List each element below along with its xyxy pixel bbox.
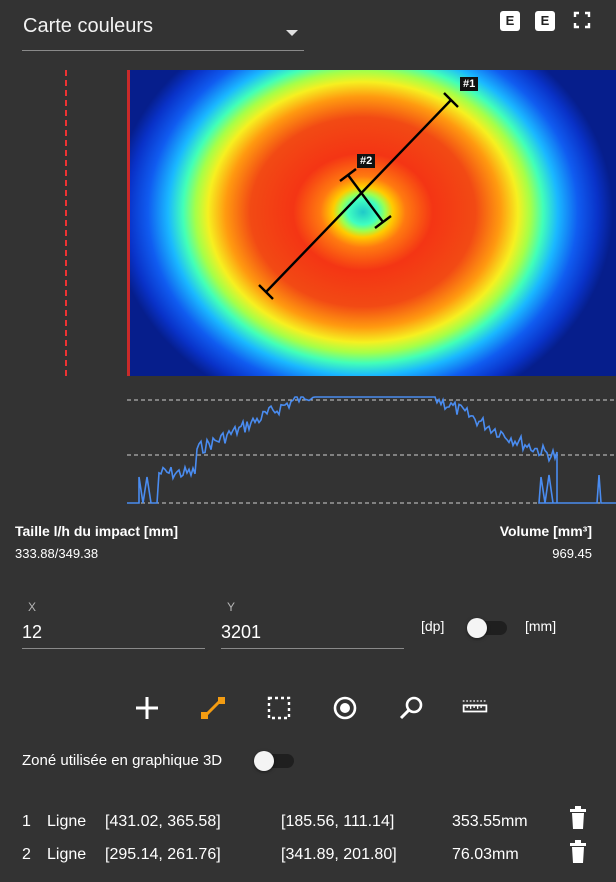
trash-icon[interactable]	[569, 806, 587, 830]
add-icon[interactable]	[133, 694, 161, 722]
measurement-line-1[interactable]	[265, 99, 452, 293]
measurement-row-2-length: 76.03mm	[452, 846, 519, 863]
measurement-row-1-type: Ligne	[47, 813, 87, 830]
y-field-label: Y	[227, 600, 236, 614]
impact-size-label: Taille l/h du impact [mm]	[15, 523, 179, 539]
unit-toggle-knob	[467, 618, 487, 638]
export-button-2[interactable]: E	[535, 11, 555, 31]
x-field-value[interactable]: 12	[22, 622, 43, 642]
measurement-row-2-start: [295.14, 261.76]	[105, 846, 221, 863]
measurement-line-2[interactable]	[347, 174, 384, 223]
measurement-row-1-end: [185.56, 111.14]	[281, 813, 395, 830]
measurement-row-1-index: 1	[22, 813, 31, 830]
view-mode-select[interactable]: Carte couleurs	[22, 10, 304, 51]
measurement-row-1-start: [431.02, 365.58]	[105, 813, 221, 830]
zone-3d-toggle-knob	[254, 751, 274, 771]
fullscreen-icon[interactable]	[572, 10, 592, 30]
unit-toggle[interactable]	[467, 618, 507, 638]
measurement-overlay[interactable]	[127, 70, 616, 376]
marker-label-1: #1	[460, 77, 479, 91]
measurement-row-2-index: 2	[22, 846, 31, 863]
zone-3d-label: Zoné utilisée en graphique 3D	[22, 752, 223, 769]
chevron-down-icon	[286, 30, 298, 36]
y-field-value[interactable]: 3201	[221, 622, 262, 642]
volume-label: Volume [mm³]	[499, 523, 592, 539]
rectangle-select-icon[interactable]	[265, 694, 293, 722]
y-field[interactable]: Y 3201	[221, 600, 404, 649]
measurement-line-1-end-cap	[443, 92, 459, 108]
measurement-line-2-start-cap	[339, 168, 357, 182]
x-field-label: X	[28, 600, 37, 614]
measurement-row-2-end: [341.89, 201.80]	[281, 846, 397, 863]
view-mode-value: Carte couleurs	[23, 15, 154, 37]
export-button-1[interactable]: E	[500, 11, 520, 31]
heatmap-image[interactable]: #1 #2	[127, 70, 616, 376]
profile-line	[127, 396, 616, 504]
volume-value: 969.45	[552, 546, 592, 561]
measurement-line-1-start-cap	[258, 284, 274, 300]
unit-mm-label: [mm]	[525, 618, 557, 634]
measure-ruler-icon[interactable]	[461, 694, 489, 722]
trash-icon[interactable]	[569, 840, 587, 864]
vertical-profile-line	[65, 70, 67, 376]
profile-graph	[127, 396, 616, 504]
impact-size-value: 333.88/349.38	[15, 546, 99, 561]
zoom-icon[interactable]	[397, 694, 425, 722]
unit-dp-label: [dp]	[421, 618, 445, 634]
heatmap-left-edge	[127, 70, 130, 376]
circle-target-icon[interactable]	[331, 694, 359, 722]
measurement-row-1-length: 353.55mm	[452, 813, 528, 830]
measurement-row-2-type: Ligne	[47, 846, 87, 863]
measurement-line-2-end-cap	[374, 215, 392, 229]
zone-3d-toggle[interactable]	[254, 751, 294, 771]
line-icon[interactable]	[199, 694, 227, 722]
x-field[interactable]: X 12	[22, 600, 205, 649]
marker-label-2: #2	[357, 154, 376, 168]
